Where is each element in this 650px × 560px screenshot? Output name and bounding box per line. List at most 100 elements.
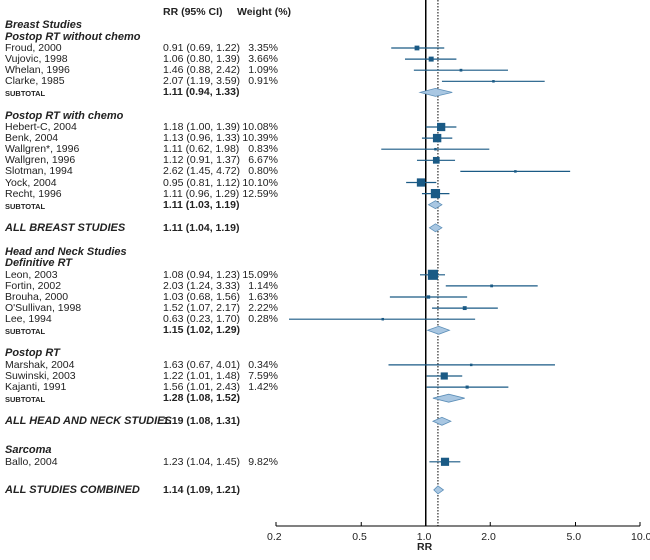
study-label: Leon, 2003 [5,268,58,281]
study-label: Clarke, 1985 [5,75,65,88]
overall-rr-ci: 1.11 (1.04, 1.19) [163,221,240,234]
study-marker [434,147,437,151]
study-marker [469,363,473,367]
subtotal-rr-ci: 1.11 (0.94, 1.33) [163,86,240,99]
study-weight: 10.08% [242,121,278,133]
study-marker [514,170,517,173]
study-marker [432,156,440,164]
study-rr-ci: 1.11 (0.96, 1.29) [163,187,240,200]
study-rr-ci: 1.52 (1.07, 2.17) [163,302,241,315]
study-rr-ci: 0.91 (0.69, 1.22) [163,42,241,54]
x-axis-label: RR [417,541,433,553]
study-rr-ci: 1.18 (1.00, 1.39) [163,121,241,133]
study-marker [465,385,469,389]
pooled-diamond [418,87,453,97]
group-heading: Definitive RT [5,257,73,270]
study-weight: 1.09% [248,64,278,77]
study-weight: 1.42% [248,381,278,394]
subtotal-rr-ci: 1.28 (1.08, 1.52) [163,392,241,405]
study-weight: 6.67% [248,154,278,167]
study-rr-ci: 1.12 (0.91, 1.37) [163,154,241,167]
pooled-diamond [428,223,443,233]
subtotal-label: SUBTOTAL [5,201,46,211]
study-label: Recht, 1996 [5,187,62,200]
study-label: Yock, 2004 [5,176,57,189]
study-rr-ci: 2.07 (1.19, 3.59) [163,75,241,88]
subtotal-rr-ci: 1.11 (1.03, 1.19) [163,198,240,211]
study-label: Fortin, 2002 [5,279,62,292]
study-rr-ci: 0.95 (0.81, 1.12) [163,176,241,189]
study-rr-ci: 1.46 (0.88, 2.42) [163,64,241,77]
study-label: Hebert-C, 2004 [5,121,77,133]
pooled-diamond [426,325,451,335]
study-weight: 3.35% [248,42,278,54]
study-rr-ci: 2.62 (1.45, 4.72) [163,165,241,178]
study-label: Kajanti, 1991 [5,381,67,394]
pooled-diamond [432,393,465,403]
study-rr-ci: 1.08 (0.94, 1.23) [163,268,241,281]
x-tick-label: 0.2 [267,531,282,543]
study-marker [426,295,431,299]
subtotal-label: SUBTOTAL [5,89,46,99]
study-label: Benk, 2004 [5,132,59,145]
study-label: Froud, 2000 [5,42,62,54]
study-weight: 0.83% [248,143,278,156]
study-marker [492,80,495,83]
study-marker [490,284,494,288]
study-weight: 2.22% [248,302,278,315]
rr-column-header: RR (95% CI) [163,6,223,18]
study-marker [428,56,434,62]
study-weight: 12.59% [242,187,278,200]
study-weight: 10.10% [242,176,278,189]
overall-label: ALL STUDIES COMBINED [5,483,140,496]
study-label: Lee, 1994 [5,313,52,326]
study-weight: 0.28% [248,313,278,326]
study-rr-ci: 1.22 (1.01, 1.48) [163,370,241,382]
study-rr-ci: 0.63 (0.23, 1.70) [163,313,241,326]
study-label: Vujovic, 1998 [5,53,68,66]
study-marker [416,178,426,187]
study-marker [432,133,442,143]
study-rr-ci: 1.63 (0.67, 4.01) [163,358,241,371]
x-tick-label: 2.0 [481,531,496,543]
study-rr-ci: 2.03 (1.24, 3.33) [163,279,241,292]
x-tick-label: 1.0 [416,531,432,543]
group-heading: Breast Studies [5,19,83,31]
study-label: O'Sullivan, 1998 [5,302,82,315]
overall-label: ALL HEAD AND NECK STUDIES [5,415,172,428]
study-rr-ci: 1.56 (1.01, 2.43) [163,381,241,394]
study-weight: 9.82% [248,455,278,468]
group-heading: Sarcoma [5,444,52,457]
pooled-diamond [427,200,443,210]
subtotal-label: SUBTOTAL [5,327,46,337]
study-marker [440,457,450,466]
study-weight: 10.39% [242,132,278,145]
study-label: Whelan, 1996 [5,64,70,77]
subtotal-rr-ci: 1.15 (1.02, 1.29) [163,324,241,337]
group-heading: Postop RT with chemo [5,109,124,122]
study-marker [462,306,467,311]
study-weight: 15.09% [242,268,278,281]
group-heading: Postop RT without chemo [5,30,141,43]
study-weight: 1.14% [248,279,278,292]
study-label: Wallgren*, 1996 [5,143,80,156]
group-heading: Postop RT [5,347,60,360]
study-marker [430,188,441,199]
group-heading: Head and Neck Studies [5,245,127,258]
study-marker [381,317,385,321]
study-label: Slotman, 1994 [5,165,73,178]
study-weight: 0.91% [248,75,278,88]
study-marker [459,68,463,72]
study-rr-ci: 1.03 (0.68, 1.56) [163,291,241,303]
study-rr-ci: 1.06 (0.80, 1.39) [163,53,241,66]
overall-rr-ci: 1.19 (1.08, 1.31) [163,415,241,428]
study-label: Brouha, 2000 [5,291,69,303]
x-tick-label: 10.0 [631,531,650,543]
overall-rr-ci: 1.14 (1.09, 1.21) [163,483,241,496]
study-label: Ballo, 2004 [5,455,58,468]
study-rr-ci: 1.13 (0.96, 1.33) [163,132,241,145]
study-marker [427,269,438,280]
study-weight: 1.63% [248,291,278,303]
subtotal-label: SUBTOTAL [5,395,46,405]
